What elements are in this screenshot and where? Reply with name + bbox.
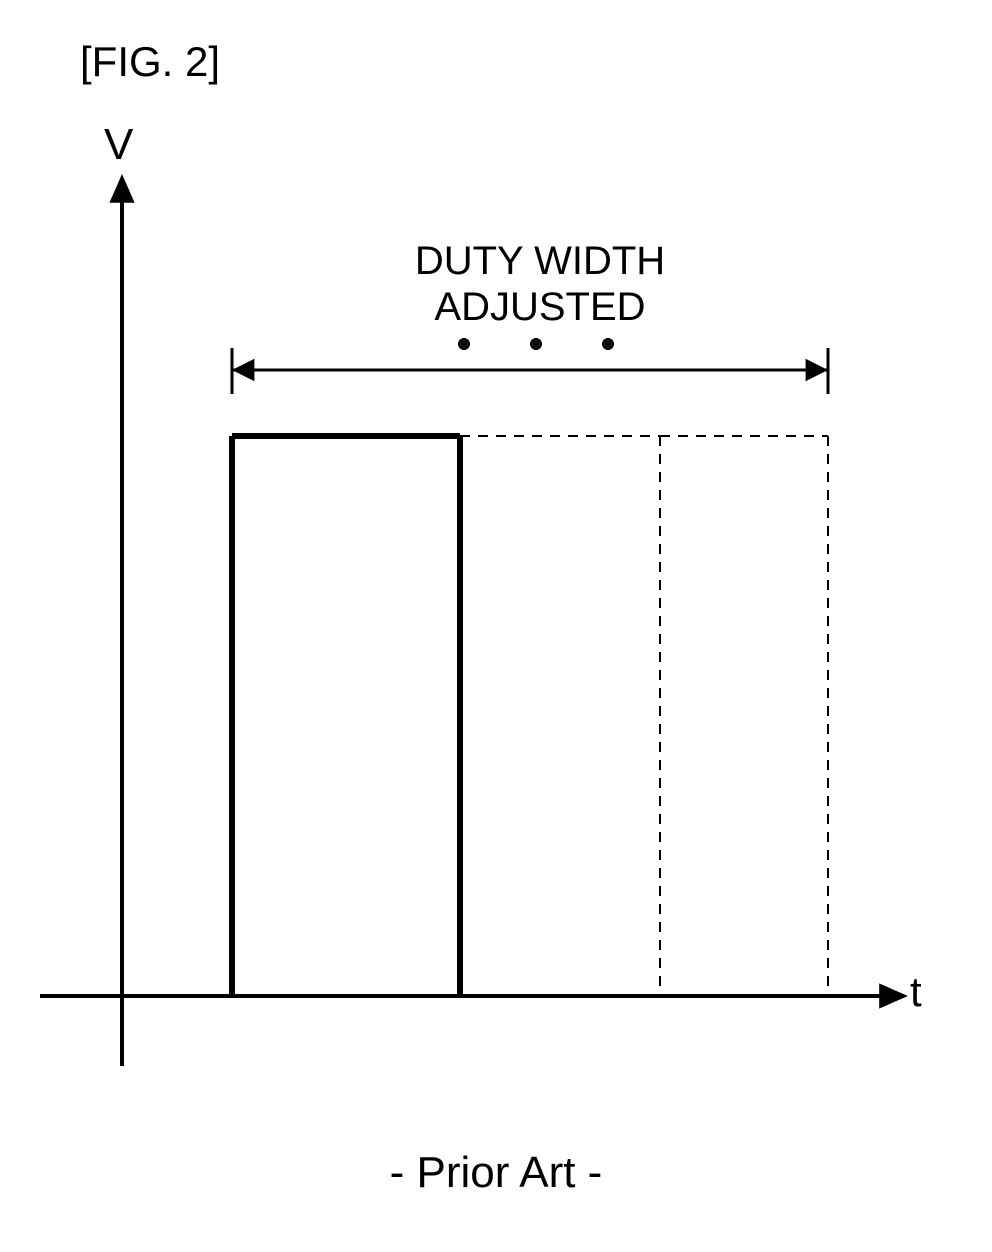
timing-diagram — [0, 0, 992, 1252]
